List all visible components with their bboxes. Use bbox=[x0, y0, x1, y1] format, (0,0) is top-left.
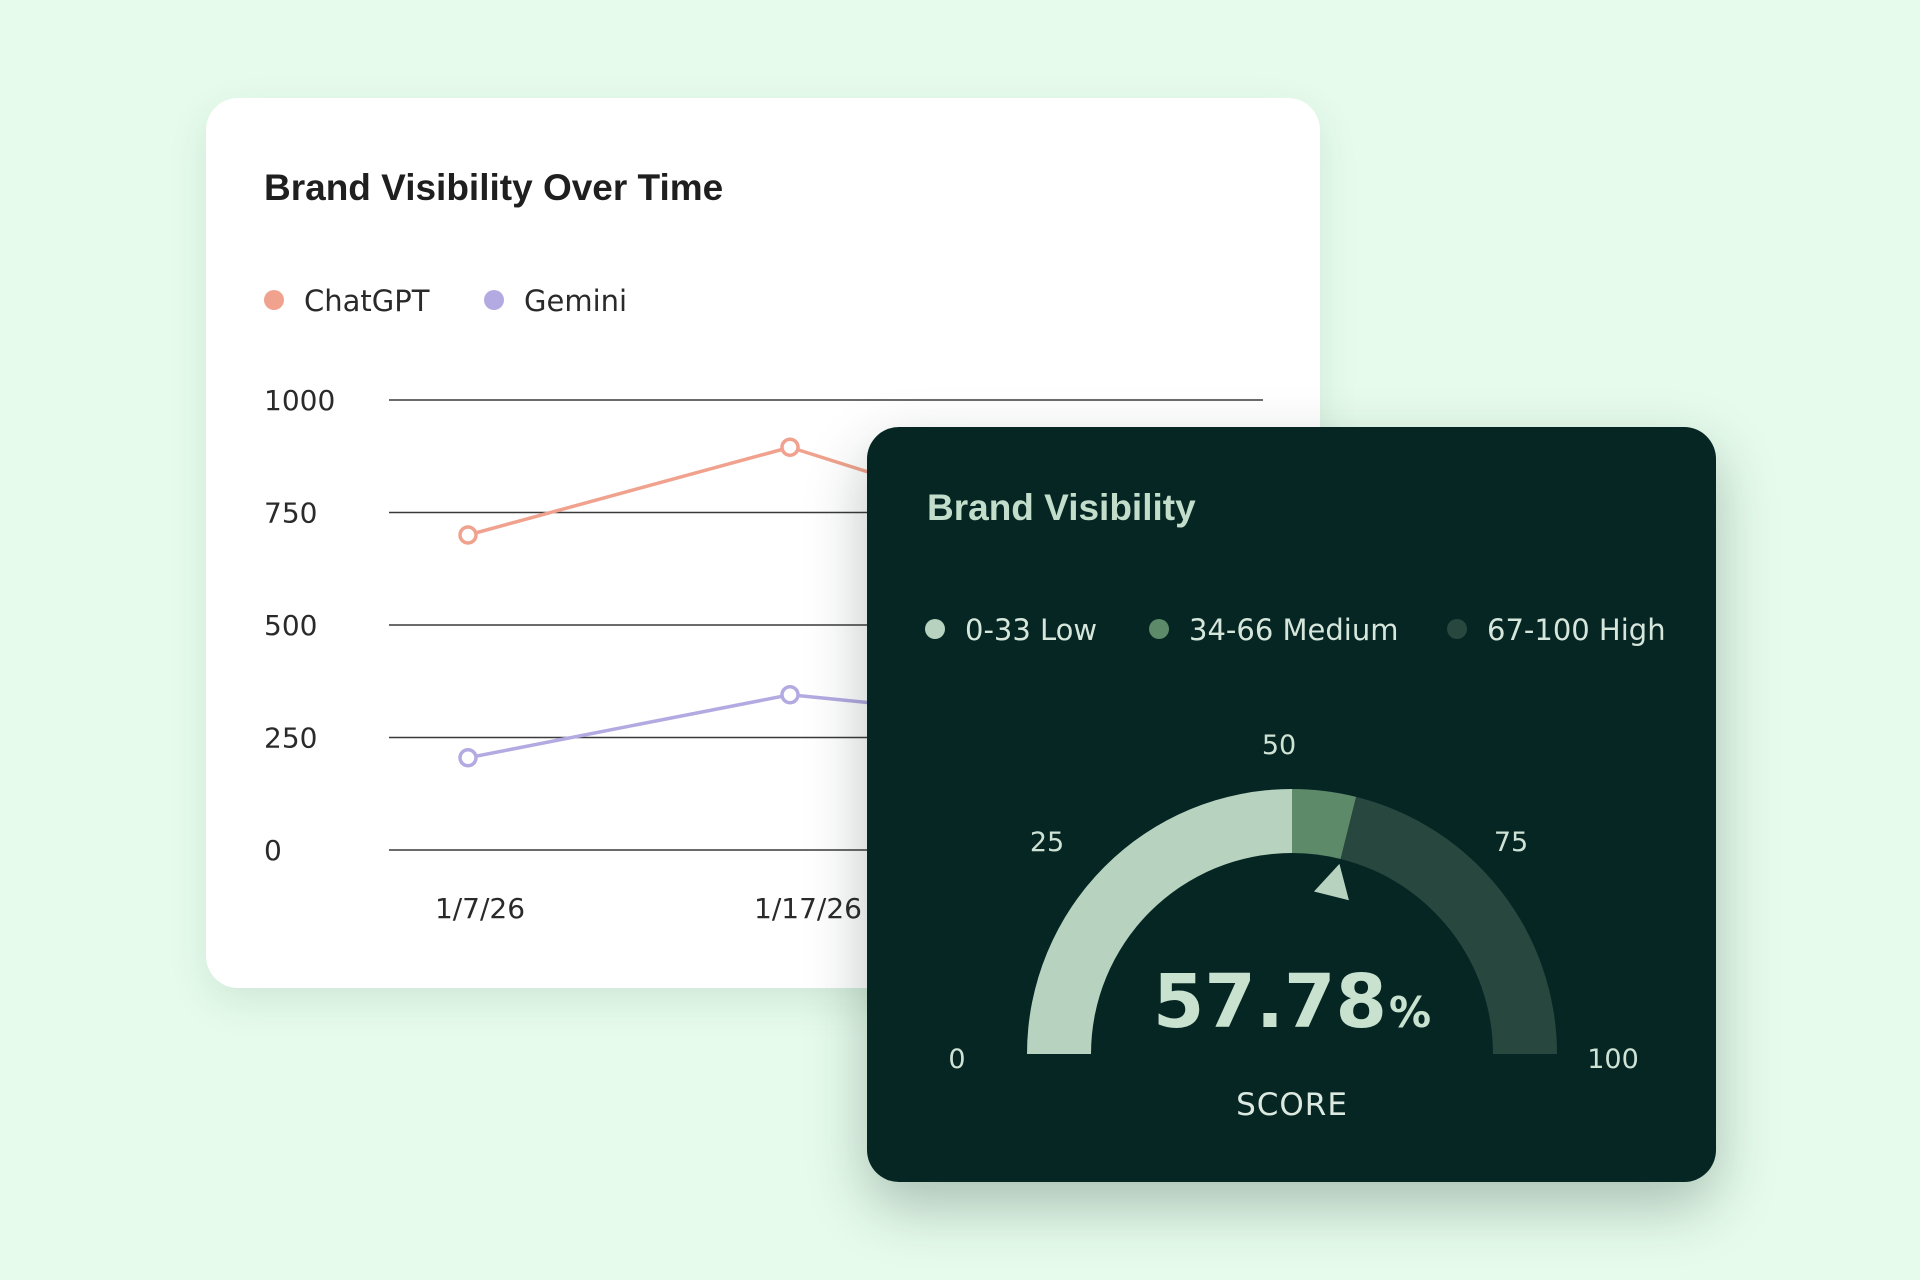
gauge-card: Brand Visibility 0-33 Low 34-66 Medium 67-… bbox=[867, 427, 1716, 1182]
gauge-legend-label: 34-66 Medium bbox=[1189, 613, 1398, 647]
legend-label-chatgpt: ChatGPT bbox=[304, 284, 430, 318]
gauge-tick-label: 50 bbox=[1262, 730, 1296, 761]
score-label: SCORE bbox=[1236, 1087, 1348, 1123]
gauge-tick-label: 75 bbox=[1494, 827, 1528, 858]
data-point-gemini bbox=[780, 685, 800, 705]
line-chart-legend: ChatGPT Gemini bbox=[264, 284, 627, 318]
score-value: 57.78 bbox=[1153, 959, 1387, 1045]
gauge-legend-marker bbox=[1447, 619, 1467, 639]
score-unit: % bbox=[1389, 988, 1431, 1037]
gauge-legend-marker bbox=[1149, 619, 1169, 639]
data-point-chatgpt bbox=[780, 437, 800, 457]
gauge-pointer-triangle bbox=[1313, 863, 1349, 901]
gauge-pointer bbox=[1313, 863, 1349, 901]
series-line-gemini bbox=[467, 693, 911, 760]
legend-label-gemini: Gemini bbox=[524, 284, 627, 318]
gauge-chart: Brand Visibility 0-33 Low 34-66 Medium 67-… bbox=[925, 487, 1666, 1123]
y-tick-label: 0 bbox=[264, 834, 282, 867]
gauge-legend: 0-33 Low 34-66 Medium 67-100 High bbox=[925, 613, 1666, 647]
gauge-band-2 bbox=[1340, 796, 1557, 1054]
x-axis: 1/7/26 1/17/26 bbox=[435, 892, 862, 925]
gauge-band-1 bbox=[1292, 789, 1357, 859]
y-tick-label: 250 bbox=[264, 722, 317, 755]
gauge-legend-label: 0-33 Low bbox=[965, 613, 1097, 647]
gauge-card-title: Brand Visibility bbox=[927, 487, 1196, 528]
gauge-tick-label: 25 bbox=[1030, 827, 1064, 858]
legend-marker-gemini bbox=[484, 290, 504, 310]
gauge-band-0 bbox=[1027, 789, 1292, 1054]
y-tick-label: 750 bbox=[264, 497, 317, 530]
score-readout: 57.78% bbox=[1153, 959, 1431, 1045]
x-tick-label: 1/7/26 bbox=[435, 892, 525, 925]
legend-marker-chatgpt bbox=[264, 290, 284, 310]
gauge-legend-marker bbox=[925, 619, 945, 639]
x-tick-label: 1/17/26 bbox=[754, 892, 862, 925]
data-point-gemini bbox=[458, 748, 478, 768]
y-axis: 1000 750 500 250 0 bbox=[264, 384, 335, 867]
gauge-scale: 0 25 50 75 100 bbox=[948, 730, 1638, 1075]
data-point-chatgpt bbox=[458, 525, 478, 545]
gauge-tick-label: 0 bbox=[948, 1044, 965, 1075]
gauge-tick-label: 100 bbox=[1587, 1044, 1639, 1075]
gauge-legend-label: 67-100 High bbox=[1487, 613, 1666, 647]
line-chart-title: Brand Visibility Over Time bbox=[264, 167, 723, 208]
series-area bbox=[458, 437, 911, 768]
series-line-chatgpt bbox=[467, 445, 911, 537]
y-tick-label: 1000 bbox=[264, 384, 335, 417]
y-tick-label: 500 bbox=[264, 609, 317, 642]
gauge-arc bbox=[1027, 789, 1557, 1054]
